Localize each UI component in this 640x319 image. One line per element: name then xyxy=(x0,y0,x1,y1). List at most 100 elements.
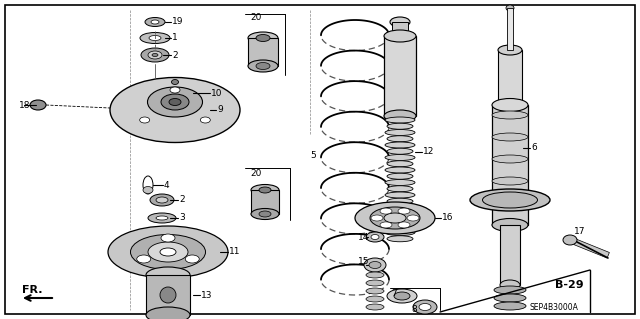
Ellipse shape xyxy=(110,78,240,143)
Bar xyxy=(248,38,278,66)
Ellipse shape xyxy=(200,117,211,123)
Ellipse shape xyxy=(169,99,181,106)
Text: SEP4B3000A: SEP4B3000A xyxy=(530,303,579,313)
Ellipse shape xyxy=(380,222,392,228)
Ellipse shape xyxy=(364,258,386,272)
Text: 13: 13 xyxy=(201,291,212,300)
Ellipse shape xyxy=(147,87,202,117)
Ellipse shape xyxy=(366,272,384,278)
Text: B-29: B-29 xyxy=(555,280,584,290)
Ellipse shape xyxy=(256,34,270,41)
Ellipse shape xyxy=(387,223,413,229)
Ellipse shape xyxy=(387,173,413,179)
Ellipse shape xyxy=(170,87,180,93)
Ellipse shape xyxy=(148,242,188,262)
Ellipse shape xyxy=(149,35,161,41)
Ellipse shape xyxy=(384,213,406,223)
Ellipse shape xyxy=(387,136,413,142)
Ellipse shape xyxy=(498,45,522,55)
Ellipse shape xyxy=(390,17,410,27)
Ellipse shape xyxy=(419,303,431,310)
Ellipse shape xyxy=(259,187,271,193)
Text: 18: 18 xyxy=(19,100,31,109)
Text: 12: 12 xyxy=(423,147,435,157)
Ellipse shape xyxy=(160,287,176,303)
Ellipse shape xyxy=(387,289,417,303)
Ellipse shape xyxy=(492,177,528,185)
Ellipse shape xyxy=(259,211,271,217)
Text: 7: 7 xyxy=(391,290,397,299)
Text: 16: 16 xyxy=(442,213,454,222)
Ellipse shape xyxy=(385,180,415,186)
Ellipse shape xyxy=(385,142,415,148)
Ellipse shape xyxy=(390,31,410,41)
Bar xyxy=(507,8,513,50)
Ellipse shape xyxy=(492,99,528,112)
Ellipse shape xyxy=(500,280,520,290)
Ellipse shape xyxy=(407,215,419,221)
Ellipse shape xyxy=(156,197,168,203)
Bar xyxy=(384,36,416,116)
Text: 6: 6 xyxy=(531,144,537,152)
Ellipse shape xyxy=(494,294,526,302)
Ellipse shape xyxy=(385,117,415,123)
Ellipse shape xyxy=(152,54,158,56)
Text: 20: 20 xyxy=(250,169,261,179)
Ellipse shape xyxy=(563,235,577,245)
Ellipse shape xyxy=(160,248,176,256)
Ellipse shape xyxy=(108,226,228,278)
Ellipse shape xyxy=(366,296,384,302)
Ellipse shape xyxy=(385,229,415,235)
Ellipse shape xyxy=(385,217,415,223)
Ellipse shape xyxy=(470,189,550,211)
Bar xyxy=(492,105,528,225)
Ellipse shape xyxy=(251,209,279,219)
Ellipse shape xyxy=(131,234,205,270)
Ellipse shape xyxy=(369,262,381,269)
Ellipse shape xyxy=(506,5,514,11)
Ellipse shape xyxy=(256,63,270,70)
Ellipse shape xyxy=(248,32,278,44)
Text: 14: 14 xyxy=(358,233,369,241)
Ellipse shape xyxy=(494,286,526,294)
Ellipse shape xyxy=(366,280,384,286)
Ellipse shape xyxy=(494,302,526,310)
Text: 3: 3 xyxy=(179,213,185,222)
Ellipse shape xyxy=(492,219,528,232)
Ellipse shape xyxy=(251,184,279,196)
Text: 2: 2 xyxy=(172,50,178,60)
Ellipse shape xyxy=(385,192,415,198)
Ellipse shape xyxy=(161,94,189,110)
Ellipse shape xyxy=(380,208,392,214)
Ellipse shape xyxy=(371,215,383,221)
Ellipse shape xyxy=(143,176,153,194)
Text: FR.: FR. xyxy=(22,285,42,295)
Ellipse shape xyxy=(248,60,278,72)
Ellipse shape xyxy=(387,148,413,154)
Ellipse shape xyxy=(387,211,413,217)
Ellipse shape xyxy=(492,133,528,141)
Ellipse shape xyxy=(150,194,174,206)
Ellipse shape xyxy=(366,232,384,242)
Ellipse shape xyxy=(385,204,415,211)
Ellipse shape xyxy=(384,30,416,42)
Ellipse shape xyxy=(498,100,522,110)
Ellipse shape xyxy=(384,110,416,122)
Ellipse shape xyxy=(385,154,415,160)
Text: 1: 1 xyxy=(172,33,178,42)
Ellipse shape xyxy=(146,267,190,283)
Ellipse shape xyxy=(355,202,435,234)
Ellipse shape xyxy=(145,18,165,26)
Text: 15: 15 xyxy=(358,257,369,266)
Ellipse shape xyxy=(387,198,413,204)
Bar xyxy=(392,22,408,36)
Text: 5: 5 xyxy=(310,151,316,160)
Text: 8: 8 xyxy=(411,305,417,314)
Ellipse shape xyxy=(398,208,410,214)
Text: 10: 10 xyxy=(211,88,223,98)
Text: 11: 11 xyxy=(229,248,241,256)
Ellipse shape xyxy=(492,111,528,119)
Ellipse shape xyxy=(413,300,437,314)
Bar xyxy=(500,225,520,285)
Ellipse shape xyxy=(148,213,176,223)
